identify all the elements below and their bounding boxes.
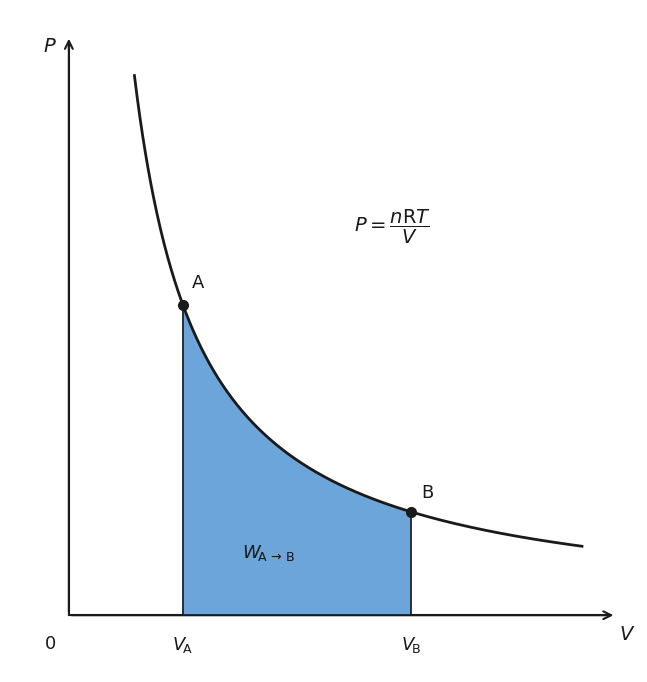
Text: 0: 0 — [45, 635, 56, 653]
Text: $P$: $P$ — [43, 37, 56, 56]
Text: B: B — [421, 484, 433, 503]
Text: $V_{\!\mathrm{B}}$: $V_{\!\mathrm{B}}$ — [401, 635, 421, 655]
Text: A: A — [192, 274, 204, 292]
Text: $W_{\!\mathrm{A}\,\rightarrow\,\mathrm{B}}$: $W_{\!\mathrm{A}\,\rightarrow\,\mathrm{B… — [241, 543, 295, 563]
Polygon shape — [183, 305, 411, 615]
Text: $V$: $V$ — [619, 625, 635, 644]
Text: $V_{\!\mathrm{A}}$: $V_{\!\mathrm{A}}$ — [173, 635, 193, 655]
Text: $P = \dfrac{n\mathrm{R}T}{V}$: $P = \dfrac{n\mathrm{R}T}{V}$ — [354, 208, 431, 246]
